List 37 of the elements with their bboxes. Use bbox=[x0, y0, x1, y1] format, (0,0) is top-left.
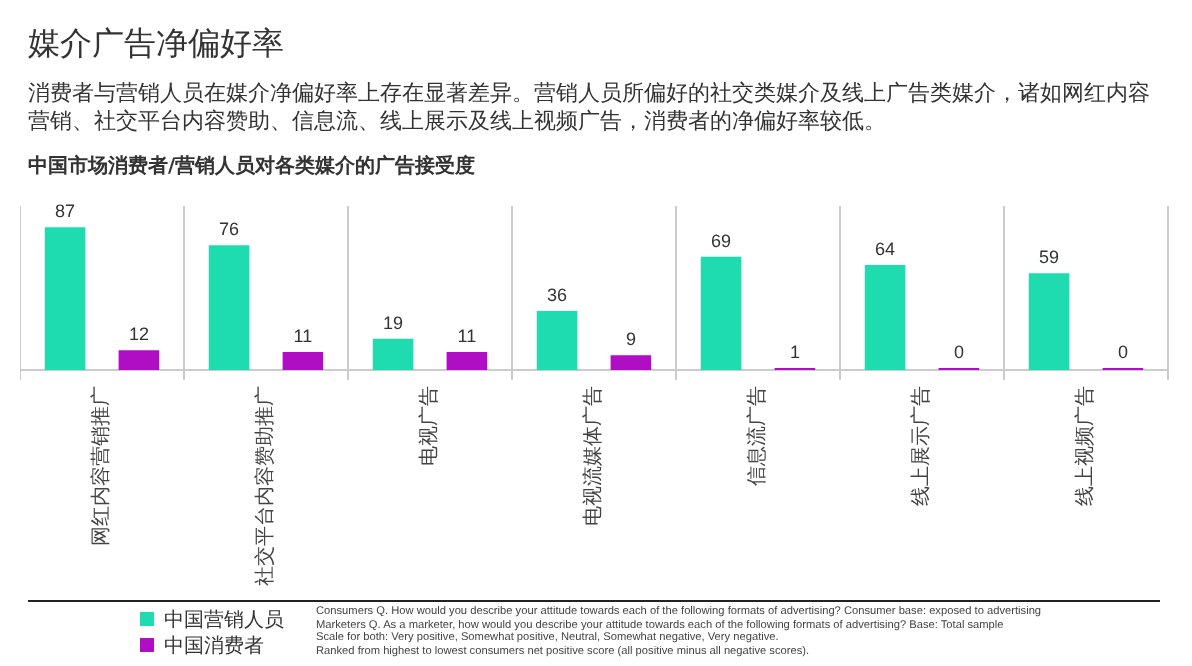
x-tick-label: 社交平台内容赞助推广 bbox=[253, 386, 278, 586]
legend-label: 中国营销人员 bbox=[162, 608, 284, 634]
data-label: 87 bbox=[55, 201, 76, 222]
data-label: 36 bbox=[547, 284, 568, 305]
bar bbox=[446, 351, 488, 370]
data-label: 11 bbox=[293, 325, 313, 346]
data-label: 69 bbox=[711, 230, 732, 251]
x-tick-label: 线上展示广告 bbox=[909, 386, 934, 506]
chart-subtitle: 消费者与营销人员在媒介净偏好率上存在显著差异。营销人员所偏好的社交类媒介及线上广告类媒介，诸如网红内容营销、社交平台内容赞助、信息流、线上展示及线上视频广告，消费者的净偏好率较低。 bbox=[28, 80, 1152, 136]
bar bbox=[700, 256, 742, 370]
data-label: 64 bbox=[875, 239, 896, 260]
bar bbox=[44, 227, 86, 370]
x-tick-label: 电视流媒体广告 bbox=[581, 386, 606, 526]
bar bbox=[208, 245, 250, 370]
legend-label: 中国消费者 bbox=[162, 634, 266, 660]
bar bbox=[1028, 273, 1070, 370]
chart-title: 媒介广告净偏好率 bbox=[28, 24, 284, 66]
data-label: 19 bbox=[383, 312, 404, 333]
x-tick-label: 信息流广告 bbox=[745, 386, 770, 486]
data-label: 1 bbox=[789, 341, 800, 362]
bar bbox=[536, 310, 578, 370]
bar bbox=[372, 338, 414, 370]
x-tick-label: 线上视频广告 bbox=[1073, 386, 1098, 506]
bar bbox=[610, 355, 652, 370]
x-axis-title: 中国市场消费者/营销人员对各类媒介的广告接受度 bbox=[28, 152, 476, 180]
data-label: 0 bbox=[1117, 341, 1128, 362]
bar bbox=[118, 350, 160, 370]
x-tick-label: 网红内容营销推广 bbox=[89, 386, 114, 546]
bar bbox=[864, 265, 906, 370]
data-label: 76 bbox=[219, 219, 240, 240]
data-label: 59 bbox=[1039, 247, 1060, 268]
data-label: 11 bbox=[457, 325, 477, 346]
x-tick-label: 电视广告 bbox=[417, 386, 442, 466]
bar bbox=[282, 351, 324, 370]
data-label: 12 bbox=[128, 324, 149, 345]
data-label: 9 bbox=[625, 329, 636, 350]
data-label: 0 bbox=[953, 341, 964, 362]
